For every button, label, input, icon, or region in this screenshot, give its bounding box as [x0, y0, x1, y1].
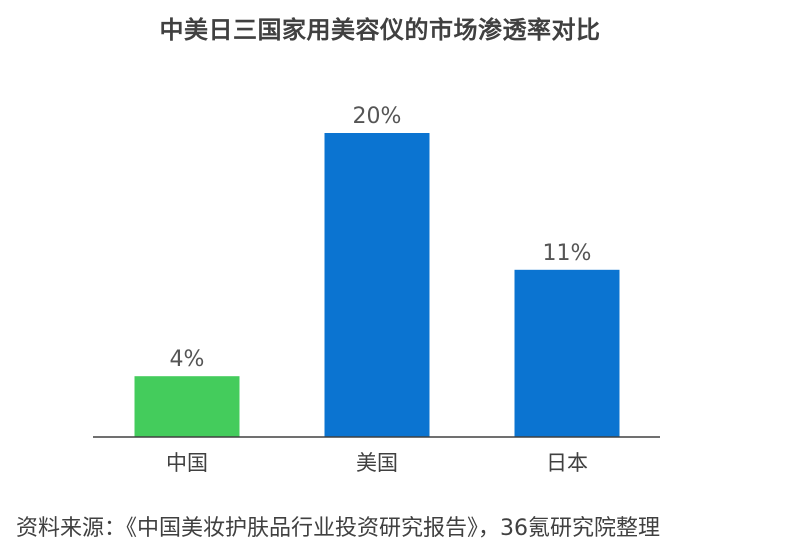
data-label-3: 11%	[543, 241, 592, 266]
source-note: 资料来源：《中国美妆护肤品行业投资研究报告》，36氪研究院整理	[16, 516, 660, 541]
x-tick-label-2: 美国	[356, 451, 398, 475]
bar-3	[514, 269, 620, 437]
x-tick-label-1: 中国	[166, 451, 208, 475]
data-label-1: 4%	[170, 347, 205, 372]
bar-1	[134, 376, 240, 437]
x-tick-label-3: 日本	[546, 451, 588, 475]
bar-2	[324, 133, 430, 437]
chart-title: 中美日三国家用美容仪的市场渗透率对比	[159, 16, 601, 44]
data-label-2: 20%	[353, 104, 402, 129]
bars-layer	[134, 133, 620, 437]
labels-layer: 4% 中国 20% 美国 11% 日本	[166, 104, 591, 475]
